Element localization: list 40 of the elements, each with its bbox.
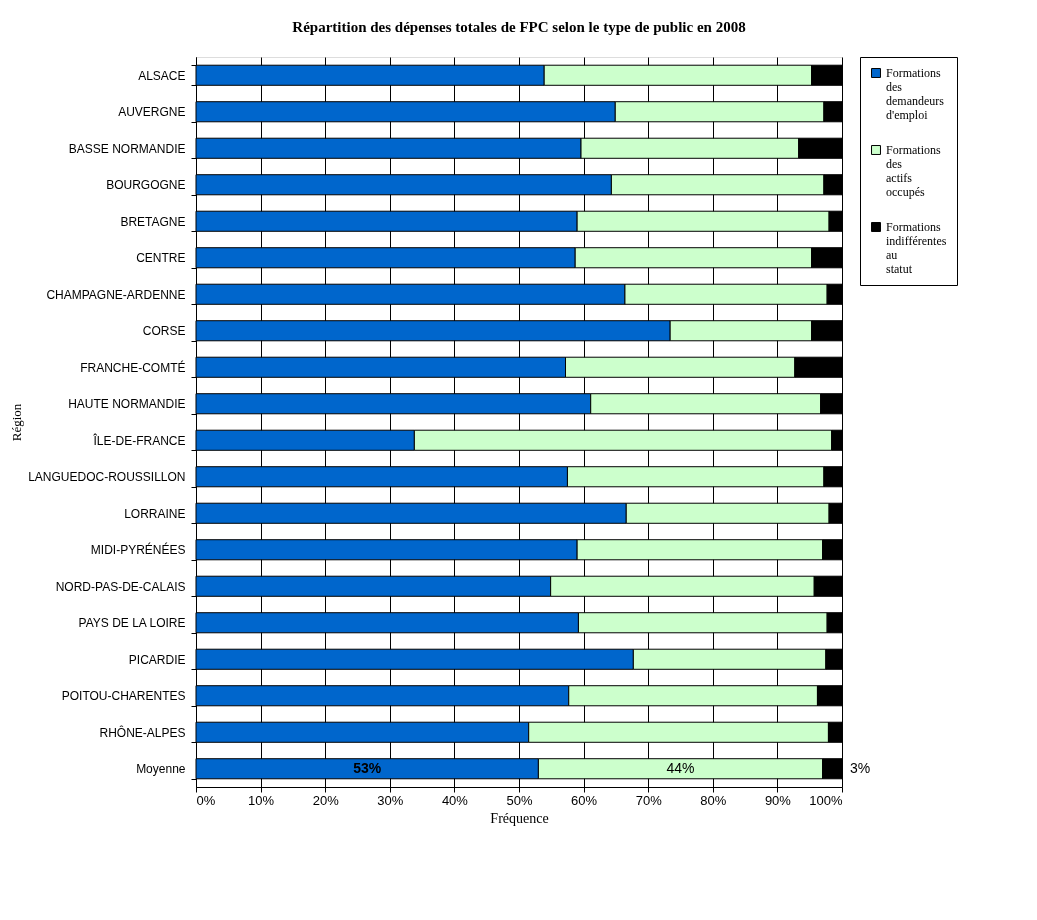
y-tick-label: RHÔNE-ALPES (99, 724, 186, 740)
y-tick-label: PICARDIE (128, 652, 186, 667)
x-tick-label: 90% (764, 792, 792, 808)
x-tick-label: 60% (571, 792, 598, 808)
x-tick-label: 100% (809, 792, 843, 808)
x-tick-label: 80% (700, 792, 727, 808)
x-tick-label: 30% (377, 792, 404, 808)
data-label: 44% (666, 759, 695, 776)
y-tick-label: ALSACE (138, 68, 186, 83)
y-tick-label: BRETAGNE (120, 214, 186, 229)
legend-label: Formations des demandeurs d'emploi (886, 66, 945, 122)
y-tick-label: NORD-PAS-DE-CALAIS (55, 579, 186, 594)
y-tick-label: Moyenne (136, 762, 186, 777)
x-tick-label: 0% (196, 792, 216, 808)
y-tick-label: POITOU-CHARENTES (61, 689, 186, 704)
x-tick-label: 50% (506, 792, 533, 808)
y-tick-label: FRANCHE-COMTÉ (80, 359, 186, 375)
x-tick-label: 10% (248, 792, 275, 808)
y-tick-label: LORRAINE (124, 506, 186, 521)
x-axis-title: Fréquence (490, 810, 549, 826)
y-tick-label: HAUTE NORMANDIE (68, 397, 186, 412)
data-label: 53% (353, 759, 382, 776)
x-tick-label: 40% (441, 792, 469, 808)
y-tick-label: AUVERGNE (118, 105, 186, 120)
y-tick-label: BASSE NORMANDIE (68, 141, 186, 156)
y-tick-label: LANGUEDOC-ROUSSILLON (28, 470, 186, 485)
y-tick-label: ÎLE-DE-FRANCE (92, 432, 186, 448)
data-label: 3% (850, 759, 871, 776)
y-tick-label: BOURGOGNE (106, 178, 186, 193)
y-tick-label: CENTRE (136, 251, 186, 266)
y-tick-label: CORSE (142, 324, 186, 339)
y-tick-label: PAYS DE LA LOIRE (78, 616, 186, 631)
y-axis-title: Région (9, 403, 25, 442)
y-tick-label: CHAMPAGNE-ARDENNE (46, 287, 186, 302)
x-tick-label: 70% (635, 792, 663, 808)
y-tick-label: MIDI-PYRÉNÉES (90, 542, 186, 558)
legend-label: Formations indifférentes au statut (886, 220, 947, 276)
legend-label: Formations des actifs occupés (886, 143, 941, 199)
chart-title: Répartition des dépenses totales de FPC selon le type de public en 2008 (292, 19, 746, 35)
x-tick-label: 20% (312, 792, 340, 808)
